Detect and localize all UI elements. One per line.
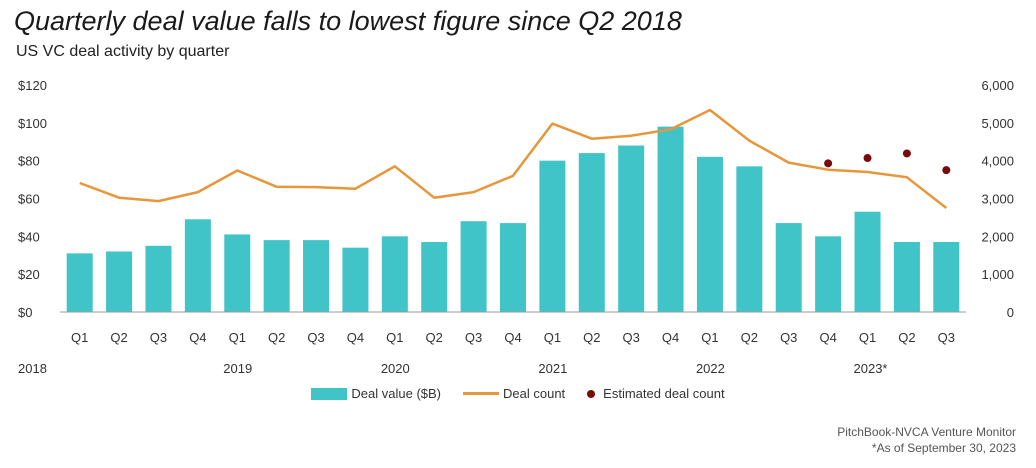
right-axis-tick-label: 0 [1007, 305, 1014, 320]
bar-deal-value [657, 126, 684, 312]
chart-legend: Deal value ($B) Deal count Estimated dea… [0, 386, 1036, 401]
right-axis-tick-label: 5,000 [981, 116, 1014, 131]
x-axis-quarter-label: Q3 [150, 330, 167, 345]
legend-bar-swatch [311, 387, 348, 400]
x-axis-quarter-label: Q1 [859, 330, 876, 345]
bar-deal-value [775, 223, 802, 312]
left-axis-tick-label: $40 [18, 229, 40, 244]
chart-subtitle: US VC deal activity by quarter [16, 43, 230, 60]
x-axis-year-label: 2021 [538, 361, 567, 376]
x-axis-quarter-label: Q4 [819, 330, 836, 345]
legend-item-deal-count: Deal count [463, 386, 565, 401]
x-axis-year-label: 2019 [223, 361, 252, 376]
x-axis-year-label: 2020 [381, 361, 410, 376]
bar-deal-value [66, 253, 93, 312]
legend-label-deal-value: Deal value ($B) [351, 386, 442, 401]
left-axis-tick-label: $60 [18, 192, 40, 207]
point-estimated-deal-count [863, 154, 872, 163]
bar-deal-value [106, 251, 133, 312]
bar-deal-value [224, 234, 251, 312]
legend-line-swatch [463, 392, 500, 395]
bar-deal-value [381, 236, 408, 312]
left-axis-tick-label: $100 [18, 116, 47, 131]
x-axis-year-label: 2023* [854, 361, 888, 376]
bar-deal-value [421, 242, 448, 312]
x-axis-quarter-label: Q1 [544, 330, 561, 345]
x-axis-year-label: 2018 [18, 361, 47, 376]
legend-label-deal-count: Deal count [503, 386, 566, 401]
x-axis-quarter-label: Q3 [938, 330, 955, 345]
right-axis-tick-label: 3,000 [981, 192, 1014, 207]
source-line: PitchBook-NVCA Venture Monitor [837, 425, 1016, 439]
source-note: PitchBook-NVCA Venture Monitor *As of Se… [837, 424, 1016, 456]
chart-title: Quarterly deal value falls to lowest fig… [14, 6, 682, 36]
bar-deal-value [184, 219, 211, 312]
x-axis-quarter-label: Q2 [898, 330, 915, 345]
bar-deal-value [145, 245, 172, 312]
legend-item-estimated: Estimated deal count [587, 386, 725, 401]
left-axis-tick-label: $0 [18, 305, 32, 320]
footnote-line: *As of September 30, 2023 [871, 441, 1016, 455]
legend-label-estimated: Estimated deal count [603, 386, 725, 401]
x-axis-quarter-label: Q4 [504, 330, 521, 345]
bar-deal-value [696, 156, 723, 312]
left-axis-tick-label: $20 [18, 267, 40, 282]
x-axis-quarter-label: Q2 [583, 330, 600, 345]
bar-deal-value [460, 221, 487, 312]
bar-deal-value [342, 247, 369, 312]
x-axis-year-label: 2022 [696, 361, 725, 376]
bar-deal-value [736, 166, 763, 312]
x-axis-quarter-label: Q4 [189, 330, 206, 345]
legend-item-deal-value: Deal value ($B) [311, 386, 441, 401]
bar-deal-value [933, 242, 960, 312]
left-axis-tick-label: $120 [18, 78, 47, 93]
left-axis-tick-label: $80 [18, 154, 40, 169]
bar-deal-value [500, 223, 526, 312]
right-axis-tick-label: 6,000 [981, 78, 1014, 93]
bar-deal-value [854, 211, 881, 312]
right-axis-tick-label: 1,000 [981, 267, 1014, 282]
x-axis-quarter-label: Q2 [426, 330, 443, 345]
point-estimated-deal-count [902, 149, 911, 158]
bar-deal-value [539, 160, 566, 312]
line-deal-count [79, 108, 948, 209]
x-axis-quarter-label: Q2 [268, 330, 285, 345]
x-axis-quarter-label: Q3 [307, 330, 324, 345]
bar-deal-value [263, 240, 290, 312]
bar-deal-value [303, 240, 330, 312]
x-axis-quarter-label: Q3 [623, 330, 640, 345]
x-axis-quarter-label: Q4 [662, 330, 679, 345]
bar-deal-value [893, 242, 920, 312]
right-axis-tick-label: 4,000 [981, 154, 1014, 169]
x-axis-quarter-label: Q1 [386, 330, 403, 345]
point-estimated-deal-count [942, 166, 951, 175]
legend-dot-swatch [587, 389, 596, 398]
x-axis-quarter-label: Q3 [780, 330, 797, 345]
point-estimated-deal-count [824, 159, 833, 168]
x-axis-quarter-label: Q1 [701, 330, 718, 345]
x-axis-quarter-label: Q4 [347, 330, 364, 345]
x-axis-quarter-label: Q1 [229, 330, 246, 345]
bar-deal-value [815, 236, 842, 312]
right-axis-tick-label: 2,000 [981, 229, 1014, 244]
bar-deal-value [618, 145, 645, 312]
x-axis-quarter-label: Q2 [110, 330, 127, 345]
x-axis-quarter-label: Q1 [71, 330, 88, 345]
x-axis-quarter-label: Q3 [465, 330, 482, 345]
bar-deal-value [578, 153, 605, 312]
x-axis-quarter-label: Q2 [741, 330, 758, 345]
